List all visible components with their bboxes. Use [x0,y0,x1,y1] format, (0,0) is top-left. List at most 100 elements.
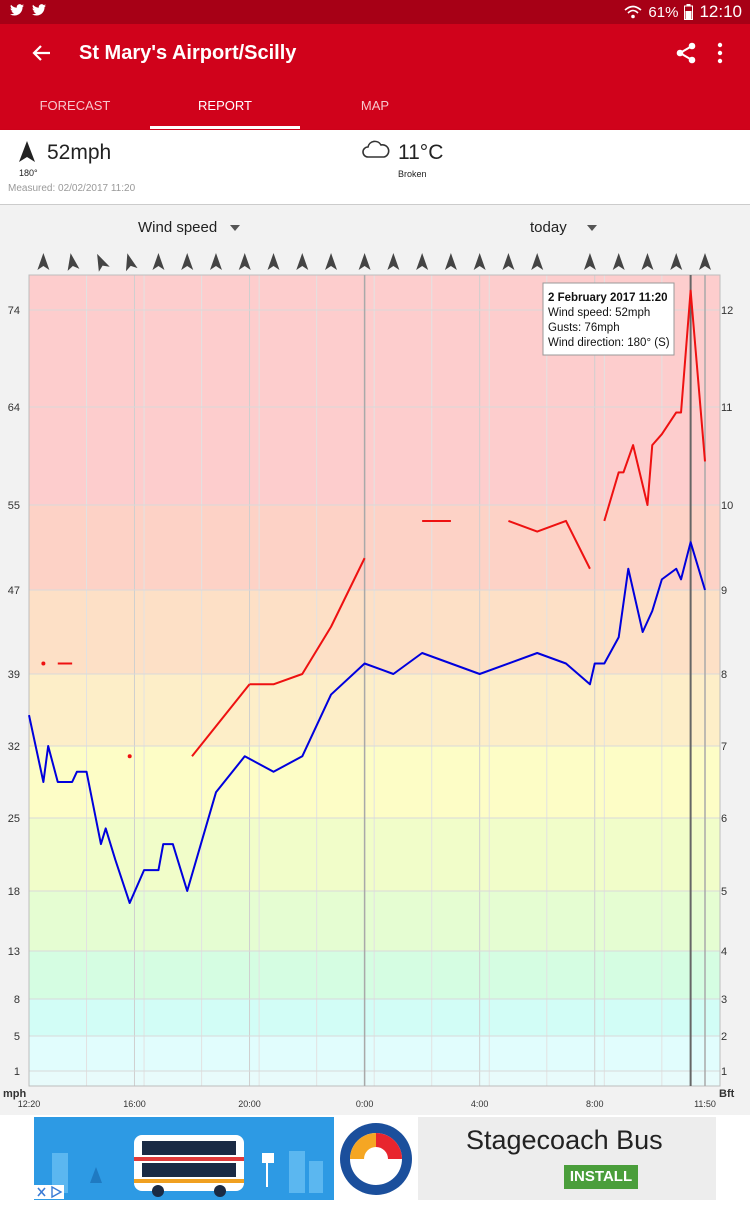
y2-tick-label: 9 [721,585,727,597]
y-tick-label: 18 [8,886,20,898]
ad-image[interactable] [34,1117,334,1200]
y-tick-label: 32 [8,741,20,753]
tooltip-line: Wind speed: 52mph [548,307,650,319]
x-tick-label: 20:00 [238,1099,261,1109]
y-tick-label: 13 [8,946,20,958]
gust-line [191,683,251,757]
wind-speed-line [28,541,706,904]
wifi-icon [624,5,642,19]
tooltip-title: 2 February 2017 11:20 [548,292,668,304]
direction-arrow-icon [416,253,429,270]
direction-arrow-icon [387,253,400,270]
wind-speed-value: 52mph [47,141,112,164]
direction-arrow-icon [444,253,457,270]
y-tick-label: 55 [8,500,20,512]
wind-chart: 15813182532394755647412345678910111212:2… [3,253,735,1109]
direction-arrow-icon [67,253,80,271]
stagecoach-logo [340,1123,412,1195]
gust-line [249,557,366,686]
gust-line [603,289,706,522]
y-tick-label: 25 [8,813,20,825]
y2-tick-label: 11 [721,402,732,414]
app-bar: St Mary's Airport/Scilly FORECAST REPORT… [0,24,750,130]
direction-arrow-icon [641,253,654,270]
y2-axis-label: Bft [719,1088,735,1100]
page-title: St Mary's Airport/Scilly [79,42,297,64]
x-tick-label: 12:20 [18,1099,41,1109]
tab-report[interactable]: REPORT [198,98,252,113]
current-conditions: 52mph 180° Measured: 02/02/2017 11:20 11… [0,130,750,205]
y-tick-label: 1 [14,1066,20,1078]
y2-tick-label: 2 [721,1031,727,1043]
period-dropdown[interactable]: today [530,219,597,236]
y-tick-label: 5 [14,1031,20,1043]
direction-arrow-icon [325,253,338,270]
install-button[interactable]: INSTALL [564,1165,638,1189]
tooltip-line: Gusts: 76mph [548,322,620,334]
y-tick-label: 64 [8,402,20,414]
y2-tick-label: 4 [721,946,727,958]
ad-cta[interactable]: Stagecoach Bus INSTALL [418,1117,716,1200]
y-tick-label: 39 [8,669,20,681]
metric-dropdown-label: Wind speed [138,219,218,236]
direction-arrow-icon [358,253,371,270]
y2-tick-label: 8 [721,669,727,681]
direction-arrow-icon [97,253,110,272]
y2-tick-label: 7 [721,741,727,753]
direction-arrow-icon [502,253,515,270]
measured-timestamp: Measured: 02/02/2017 11:20 [8,183,136,194]
back-arrow-icon[interactable] [30,41,54,65]
cloud-icon [362,140,390,158]
direction-arrow-icon [699,253,711,270]
y2-tick-label: 12 [721,305,733,317]
direction-arrow-icon [238,253,251,270]
plot-frame [28,274,721,1087]
tooltip-box [542,282,675,356]
tooltip-line: Wind direction: 180° (S) [548,337,670,349]
chevron-down-icon [230,225,240,231]
more-options-icon[interactable] [710,42,730,64]
y-tick-label: 8 [14,994,20,1006]
direction-arrow-icon [181,253,194,270]
sky-condition: Broken [398,169,427,179]
wind-direction-value: 180° [19,168,38,178]
x-tick-label: 4:00 [471,1099,489,1109]
ad-banner[interactable]: Stagecoach Bus INSTALL [0,1115,750,1200]
ad-title: Stagecoach Bus [466,1125,663,1155]
clock: 12:10 [699,2,742,21]
y2-tick-label: 6 [721,813,727,825]
wind-direction-arrow-icon [19,141,35,162]
y2-tick-label: 3 [721,994,727,1006]
twitter-icon [10,4,24,16]
direction-arrow-icon [670,253,683,270]
bus-illustration [52,1135,323,1197]
direction-arrow-icon [583,253,596,270]
y2-tick-label: 5 [721,886,727,898]
battery-percent: 61% [648,3,679,21]
y-tick-label: 74 [8,305,20,317]
chart-area: 1 5 8 13 18 25 32 39 47 55 64 74 1 2 3 4 5 6 7 8 9 10 11 12 12:2… [0,205,750,1115]
gust-point [41,661,46,666]
status-bar: 61% 12:10 [0,0,750,24]
battery-icon [684,4,694,20]
gust-point [127,754,132,759]
direction-arrow-icon [473,253,486,270]
tab-forecast[interactable]: FORECAST [39,98,111,113]
metric-dropdown[interactable]: Wind speed [138,219,240,236]
x-tick-label: 11:50 [694,1099,716,1109]
y2-tick-label: 10 [721,500,733,512]
direction-arrow-icon [209,253,222,270]
tab-map[interactable]: MAP [360,98,390,113]
ad-logo[interactable] [334,1117,418,1200]
y2-tick-label: 1 [721,1066,727,1078]
twitter-icon [32,4,46,16]
gust-line [508,519,591,570]
share-icon[interactable] [675,42,697,64]
direction-arrow-icon [125,253,138,272]
direction-arrow-icon [531,253,544,270]
x-tick-label: 8:00 [586,1099,604,1109]
x-tick-label: 0:00 [356,1099,374,1109]
direction-arrow-icon [296,253,309,270]
tab-indicator [150,126,300,129]
adchoices-icon[interactable] [34,1185,64,1199]
